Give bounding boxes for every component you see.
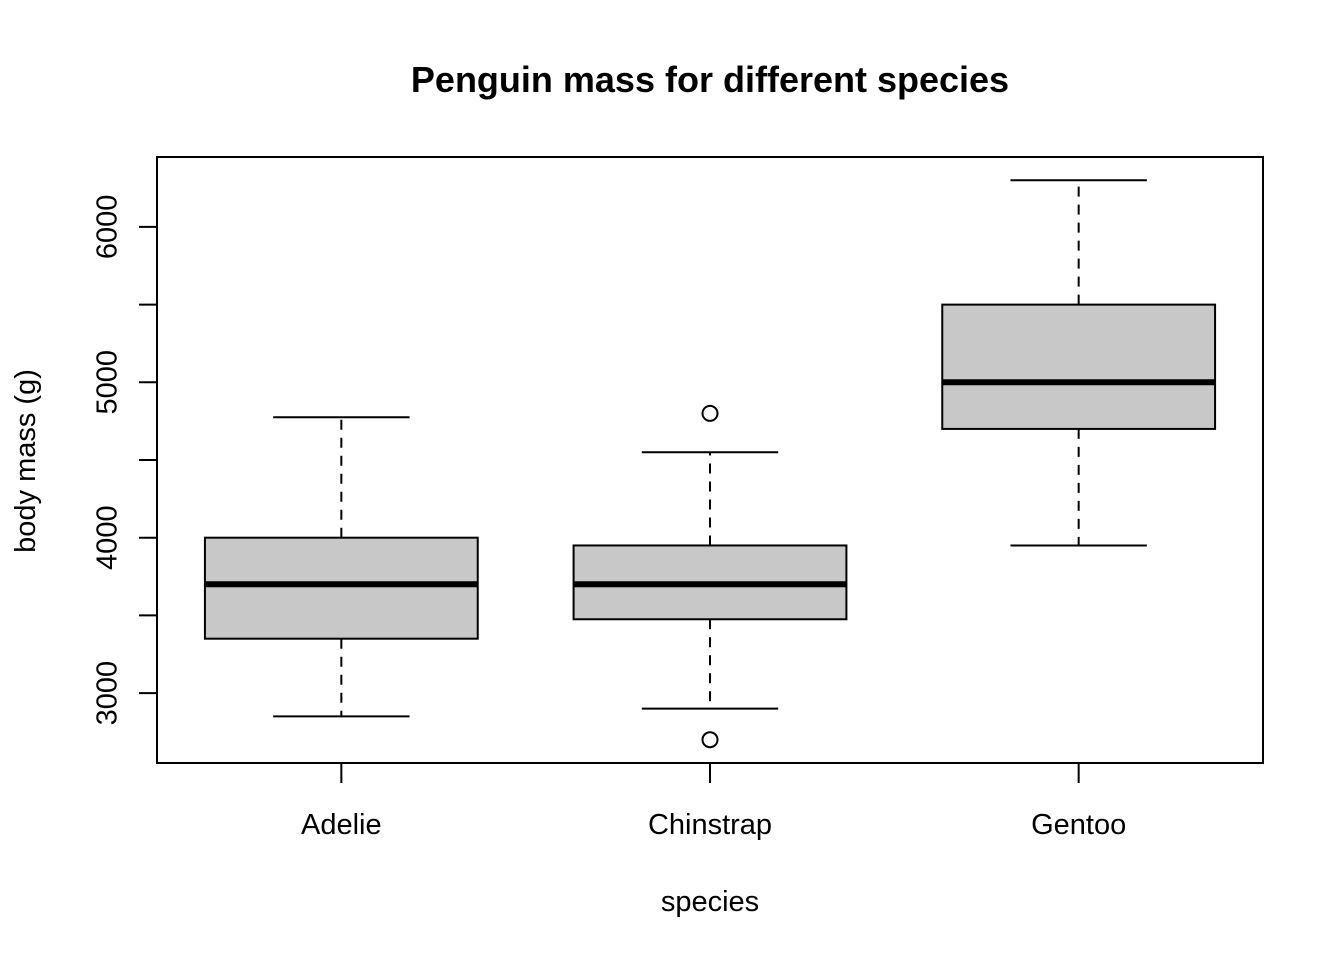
boxes-group — [203, 179, 1217, 749]
chart-title: Penguin mass for different species — [411, 59, 1009, 100]
y-tick-label: 3000 — [92, 661, 124, 726]
x-axis-label: species — [661, 886, 759, 918]
y-axis: 3000 4000 5000 6000 — [92, 195, 157, 726]
box-gentoo — [941, 179, 1217, 547]
x-axis: Adelie Chinstrap Gentoo — [301, 763, 1126, 841]
box-adelie — [203, 416, 479, 718]
y-tick-label: 5000 — [92, 350, 124, 415]
outlier-point — [701, 731, 719, 749]
y-axis-label: body mass (g) — [10, 369, 42, 553]
y-tick-label: 4000 — [92, 505, 124, 570]
box-chinstrap — [572, 404, 848, 749]
outlier-point — [701, 404, 719, 422]
plot-frame — [156, 156, 1264, 764]
x-tick-label: Chinstrap — [648, 809, 772, 841]
iqr-box — [941, 303, 1217, 430]
iqr-box — [203, 536, 479, 640]
x-tick-label: Gentoo — [1031, 809, 1126, 841]
y-tick-label: 6000 — [92, 195, 124, 260]
x-tick-label: Adelie — [301, 809, 382, 841]
